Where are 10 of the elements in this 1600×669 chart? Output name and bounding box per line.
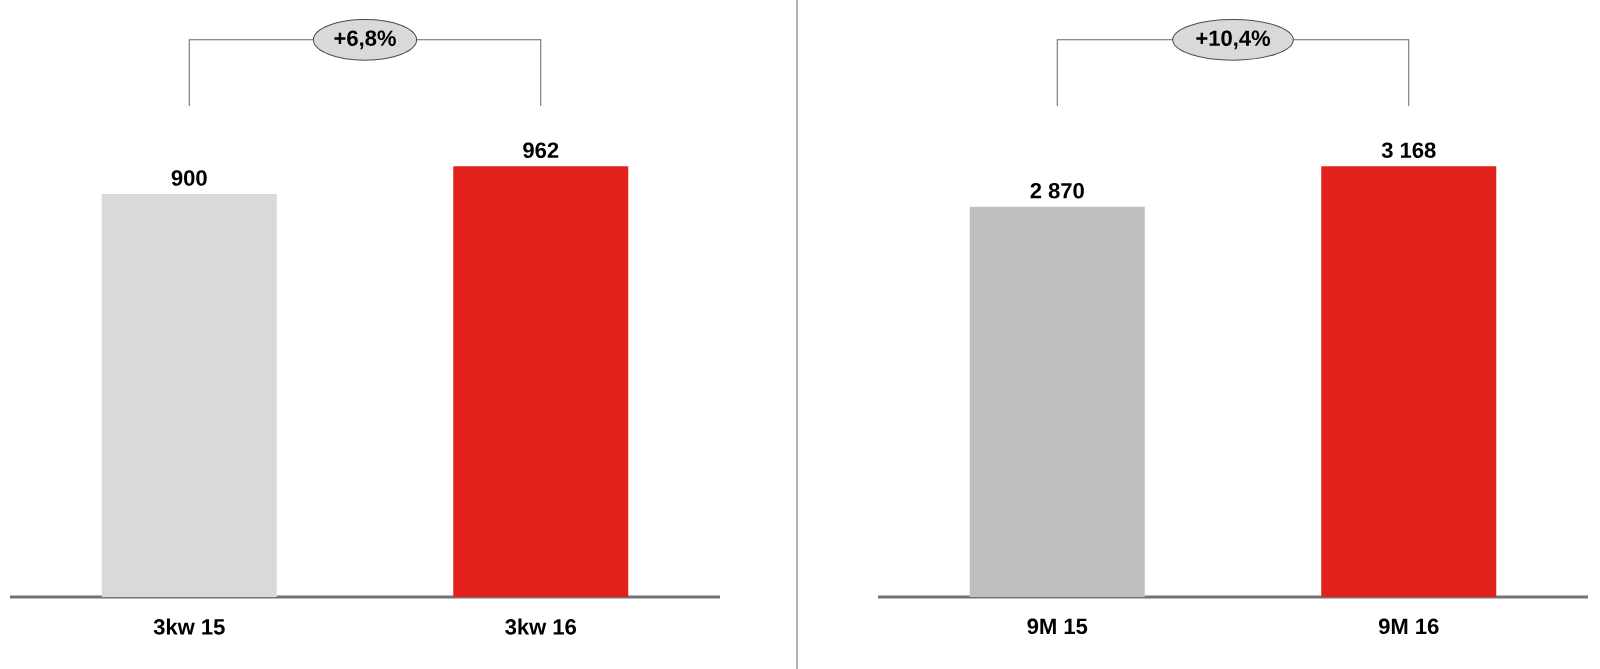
data-label: 962: [523, 142, 559, 159]
data-label: 900: [171, 170, 207, 186]
data-label: 3 168: [1381, 142, 1436, 159]
data-label: 2 870: [1030, 182, 1084, 199]
x-tick-label: 3kw 15: [153, 618, 225, 635]
x-tick-label: 3kw 16: [505, 618, 577, 635]
x-tick-label: 9M 15: [1027, 618, 1088, 635]
text: +10,4%: [1196, 30, 1271, 50]
x-tick-label: 9M 16: [1378, 618, 1439, 635]
text: +6,8%: [334, 30, 396, 50]
